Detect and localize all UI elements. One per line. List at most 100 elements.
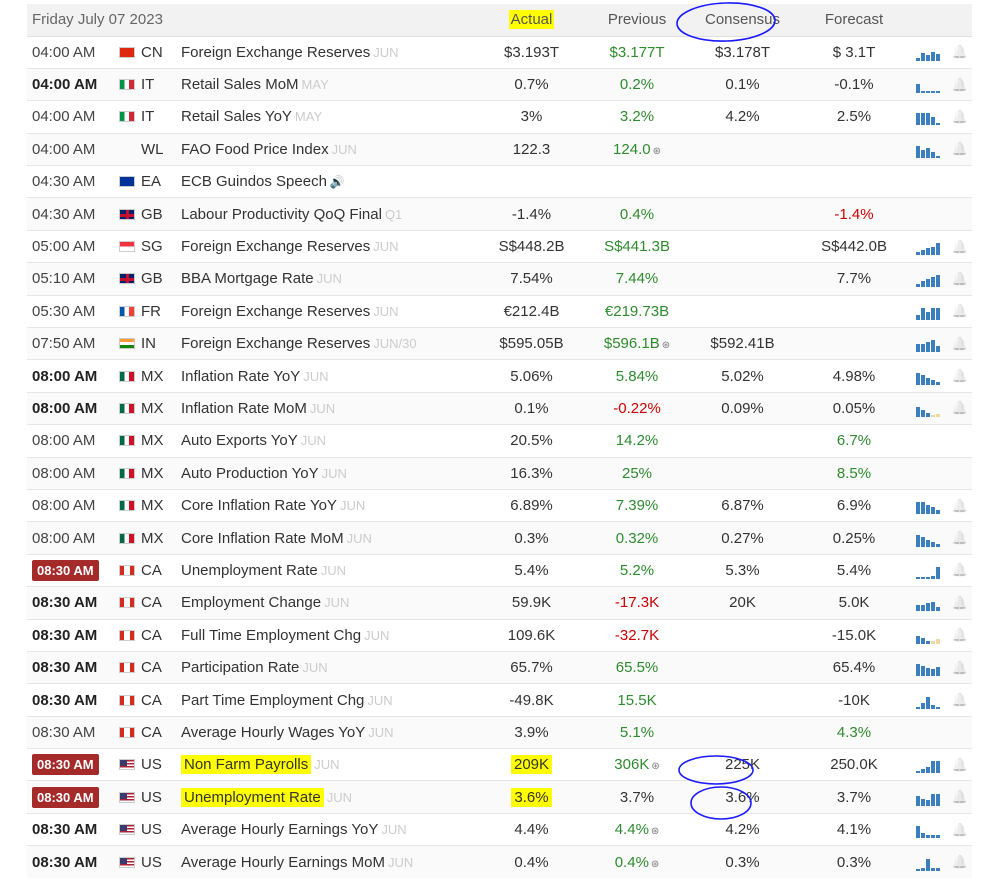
event-row[interactable]: 08:00 AM MX Core Inflation Rate MoM JUN 0.3%… bbox=[27, 521, 973, 555]
alert-cell[interactable]: 🔔 bbox=[948, 132, 973, 166]
bell-icon[interactable]: 🔔 bbox=[951, 530, 969, 546]
event-cell[interactable]: Retail Sales MoM MAY bbox=[181, 67, 477, 101]
event-row[interactable]: 04:30 AM GB Labour Productivity QoQ Final Q… bbox=[27, 197, 973, 231]
mini-bar-chart-icon[interactable] bbox=[916, 271, 941, 288]
event-cell[interactable]: Auto Production YoY JUN bbox=[181, 456, 477, 490]
event-name-link[interactable]: Unemployment Rate bbox=[181, 561, 318, 579]
event-row[interactable]: 08:00 AM MX Inflation Rate MoM JUN 0.1% -0.22… bbox=[27, 391, 973, 425]
event-name-link[interactable]: Full Time Employment Chg bbox=[181, 626, 362, 644]
event-row[interactable]: 08:30 AM US Average Hourly Earnings MoM JUN… bbox=[27, 845, 973, 879]
mini-bar-chart-icon[interactable] bbox=[916, 660, 941, 677]
chart-cell[interactable] bbox=[910, 165, 949, 198]
chart-cell[interactable] bbox=[910, 521, 949, 555]
bell-icon[interactable]: 🔔 bbox=[951, 238, 969, 254]
event-cell[interactable]: Average Hourly Wages YoY JUN bbox=[181, 715, 477, 749]
event-cell[interactable]: Foreign Exchange Reserves JUN bbox=[181, 35, 477, 69]
alert-cell[interactable]: 🔔 bbox=[948, 35, 973, 69]
chart-cell[interactable] bbox=[910, 67, 949, 101]
bell-icon[interactable]: 🔔 bbox=[951, 594, 969, 610]
chart-cell[interactable] bbox=[910, 488, 949, 522]
mini-bar-chart-icon[interactable] bbox=[916, 336, 941, 353]
chart-cell[interactable] bbox=[910, 618, 949, 652]
event-name-link[interactable]: Retail Sales MoM bbox=[181, 76, 299, 94]
event-row[interactable]: 04:00 AM IT Retail Sales MoM MAY 0.7% 0.2% 0.1… bbox=[27, 67, 973, 101]
alert-cell[interactable]: 🔔 bbox=[948, 262, 973, 296]
event-name-link[interactable]: Auto Production YoY bbox=[181, 464, 319, 482]
mini-bar-chart-icon[interactable] bbox=[916, 109, 941, 126]
event-cell[interactable]: Participation Rate JUN bbox=[181, 650, 477, 684]
alert-cell[interactable]: 🔔 bbox=[948, 67, 973, 101]
event-row[interactable]: 04:00 AM CN Foreign Exchange Reserves JUN $3… bbox=[27, 35, 973, 69]
event-cell[interactable]: FAO Food Price Index JUN bbox=[181, 132, 477, 166]
alert-cell[interactable]: 🔔 bbox=[948, 327, 973, 360]
chart-cell[interactable] bbox=[910, 359, 949, 393]
event-cell[interactable]: Foreign Exchange Reserves JUN/30 bbox=[181, 327, 477, 360]
alert-cell[interactable]: 🔔 bbox=[948, 294, 973, 328]
revised-icon[interactable]: ⊛ bbox=[661, 340, 671, 352]
alert-cell[interactable]: 🔔 bbox=[948, 391, 973, 425]
event-cell[interactable]: Inflation Rate YoY JUN bbox=[181, 359, 477, 393]
bell-icon[interactable]: 🔔 bbox=[951, 335, 969, 351]
event-row[interactable]: 08:30 AM US Unemployment Rate JUN 3.6% 3.7% 3.… bbox=[27, 780, 973, 814]
chart-cell[interactable] bbox=[910, 812, 949, 846]
event-cell[interactable]: Retail Sales YoY MAY bbox=[181, 100, 477, 134]
consensus-heading[interactable]: Consensus bbox=[687, 4, 799, 37]
event-row[interactable]: 05:10 AM GB BBA Mortgage Rate JUN 7.54% 7.44%… bbox=[27, 262, 973, 296]
alert-cell[interactable] bbox=[948, 165, 973, 198]
bell-icon[interactable]: 🔔 bbox=[951, 789, 969, 805]
event-row[interactable]: 08:00 AM MX Inflation Rate YoY JUN 5.06% 5.84… bbox=[27, 359, 973, 393]
event-name-link[interactable]: Inflation Rate MoM bbox=[181, 399, 307, 417]
event-name-link[interactable]: Employment Change bbox=[181, 594, 322, 612]
bell-icon[interactable]: 🔔 bbox=[951, 756, 969, 772]
mini-bar-chart-icon[interactable] bbox=[916, 369, 941, 385]
event-row[interactable]: 08:30 AM CA Participation Rate JUN 65.7% 65.5… bbox=[27, 650, 973, 684]
alert-cell[interactable]: 🔔 bbox=[948, 650, 973, 684]
chart-cell[interactable] bbox=[910, 553, 949, 587]
bell-icon[interactable]: 🔔 bbox=[951, 400, 969, 416]
event-cell[interactable]: Non Farm Payrolls JUN bbox=[181, 748, 477, 781]
alert-cell[interactable]: 🔔 bbox=[948, 586, 973, 620]
mini-bar-chart-icon[interactable] bbox=[916, 77, 941, 94]
chart-cell[interactable] bbox=[910, 683, 949, 717]
alert-cell[interactable]: 🔔 bbox=[948, 845, 973, 879]
bell-icon[interactable]: 🔔 bbox=[951, 627, 969, 643]
forecast-heading[interactable]: Forecast bbox=[798, 4, 911, 37]
mini-bar-chart-icon[interactable] bbox=[916, 595, 941, 612]
revised-icon[interactable]: ⊛ bbox=[650, 858, 660, 870]
alert-cell[interactable]: 🔔 bbox=[948, 618, 973, 652]
mini-bar-chart-icon[interactable] bbox=[916, 757, 941, 774]
revised-icon[interactable]: ⊛ bbox=[651, 761, 660, 773]
alert-cell[interactable]: 🔔 bbox=[948, 748, 973, 781]
mini-bar-chart-icon[interactable] bbox=[916, 401, 941, 417]
event-row[interactable]: 08:30 AM CA Full Time Employment Chg JUN 109… bbox=[27, 618, 973, 652]
alert-cell[interactable]: 🔔 bbox=[948, 100, 973, 134]
chart-cell[interactable] bbox=[910, 35, 949, 69]
mini-bar-chart-icon[interactable] bbox=[916, 790, 941, 806]
event-cell[interactable]: Core Inflation Rate YoY JUN bbox=[181, 488, 477, 522]
event-row[interactable]: 04:00 AM WL FAO Food Price Index JUN 122.3 12… bbox=[27, 132, 973, 166]
alert-cell[interactable]: 🔔 bbox=[948, 553, 973, 587]
event-cell[interactable]: Foreign Exchange Reserves JUN bbox=[181, 229, 477, 263]
event-name-link[interactable]: Core Inflation Rate MoM bbox=[181, 529, 344, 547]
mini-bar-chart-icon[interactable] bbox=[916, 45, 941, 61]
chart-cell[interactable] bbox=[910, 391, 949, 425]
bell-icon[interactable]: 🔔 bbox=[951, 141, 969, 157]
chart-cell[interactable] bbox=[910, 100, 949, 134]
bell-icon[interactable]: 🔔 bbox=[951, 44, 969, 60]
event-row[interactable]: 08:30 AM CA Unemployment Rate JUN 5.4% 5.2% 5.… bbox=[27, 553, 973, 587]
event-row[interactable]: 08:30 AM CA Average Hourly Wages YoY JUN 3.9… bbox=[27, 715, 973, 749]
event-name-link[interactable]: Foreign Exchange Reserves bbox=[181, 302, 371, 320]
chart-cell[interactable] bbox=[910, 748, 949, 781]
event-cell[interactable]: Unemployment Rate JUN bbox=[181, 553, 477, 587]
event-name-link[interactable]: Core Inflation Rate YoY bbox=[181, 497, 337, 515]
chart-cell[interactable] bbox=[910, 327, 949, 360]
chart-cell[interactable] bbox=[910, 715, 949, 749]
mini-bar-chart-icon[interactable] bbox=[916, 628, 941, 644]
event-name-link[interactable]: Average Hourly Earnings MoM bbox=[181, 853, 385, 871]
alert-cell[interactable]: 🔔 bbox=[948, 780, 973, 814]
event-name-link[interactable]: ECB Guindos Speech bbox=[181, 173, 327, 191]
event-cell[interactable]: Inflation Rate MoM JUN bbox=[181, 391, 477, 425]
chart-cell[interactable] bbox=[910, 650, 949, 684]
event-name-link[interactable]: Foreign Exchange Reserves bbox=[181, 335, 371, 353]
event-row[interactable]: 04:00 AM IT Retail Sales YoY MAY 3% 3.2% 4.2% 2… bbox=[27, 100, 973, 134]
